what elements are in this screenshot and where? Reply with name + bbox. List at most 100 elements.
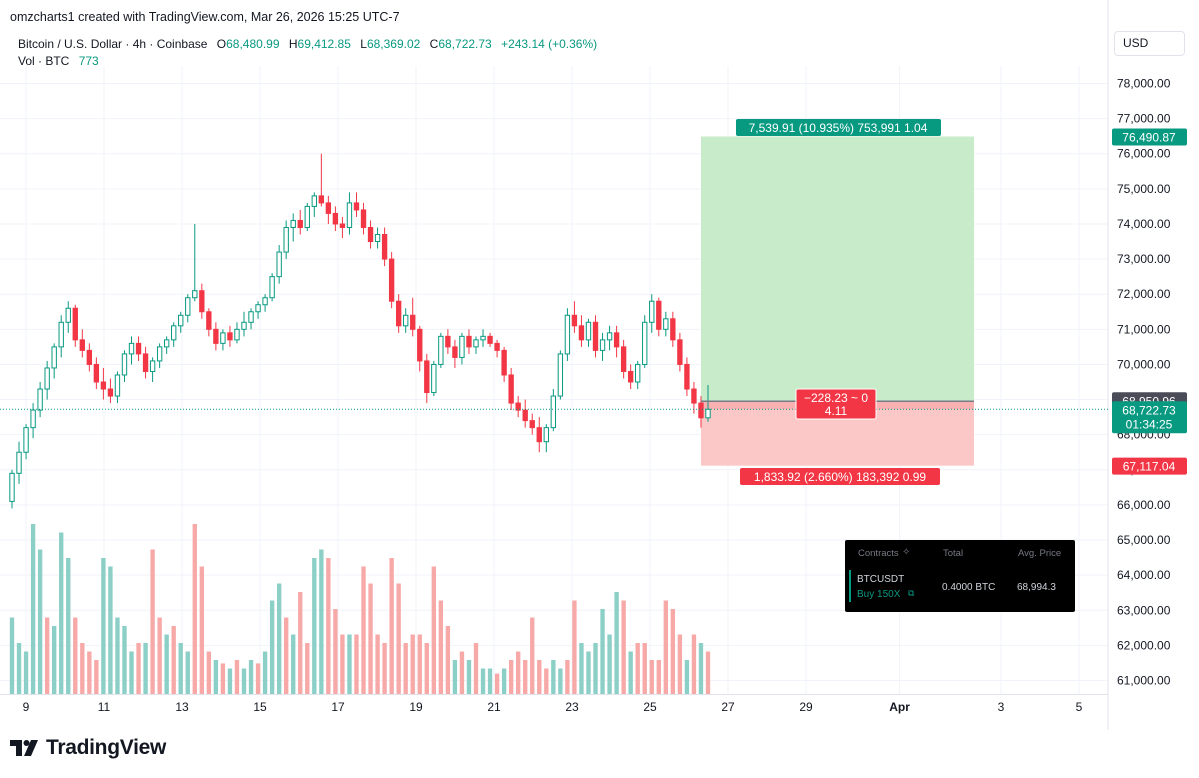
x-tick-label: 13 <box>175 700 189 714</box>
symbol-title[interactable]: Bitcoin / U.S. Dollar · 4h · Coinbase <box>18 37 208 51</box>
candle-body <box>374 234 381 243</box>
open-pl-box <box>796 389 876 419</box>
candle-body <box>487 335 493 344</box>
legend-main: Bitcoin / U.S. Dollar · 4h · Coinbase O6… <box>18 37 597 51</box>
y-tick-label: 66,000.00 <box>1117 498 1171 512</box>
high-label: H <box>288 37 298 51</box>
candle-body <box>58 321 64 348</box>
volume-bar <box>375 634 380 694</box>
volume-bar <box>150 549 155 694</box>
candle-body <box>663 318 669 330</box>
currency-button[interactable]: USD <box>1114 31 1185 56</box>
volume-bar <box>466 660 472 694</box>
x-tick-label: 11 <box>98 700 111 714</box>
candle-body <box>9 472 15 502</box>
candle-body <box>121 353 128 376</box>
volume-bar <box>178 643 183 694</box>
volume-bar <box>558 668 563 694</box>
candle-body <box>135 342 142 355</box>
candle-body <box>213 328 219 344</box>
candle-body <box>381 234 388 260</box>
bar-countdown-label: 01:34:25 <box>1126 417 1173 431</box>
candle-body <box>501 349 507 376</box>
volume-bar <box>59 532 64 694</box>
volume-bar <box>122 626 127 694</box>
volume-bar <box>417 634 422 694</box>
volume-bar <box>600 609 605 694</box>
candle-body <box>192 290 198 299</box>
pin-icon[interactable]: ✧ <box>902 547 911 558</box>
time-axis: 9 11 13 15 17 19 21 23 25 27 29 Apr 3 5 <box>23 700 1083 714</box>
candle-body <box>142 353 149 372</box>
volume-bar <box>537 660 542 694</box>
y-tick-label: 77,000.00 <box>1117 112 1171 126</box>
candle-body <box>86 349 93 365</box>
candle-body <box>452 346 458 358</box>
volume-bar <box>586 651 591 694</box>
volume-bar <box>115 617 120 694</box>
volume-bar <box>44 617 50 694</box>
volume-bar <box>516 651 521 694</box>
positions-panel: Contracts ✧ Total Avg. Price BTCUSDT Buy… <box>845 540 1075 612</box>
volume-bar <box>37 549 43 694</box>
candle-body <box>698 402 704 419</box>
candle-body <box>529 420 535 429</box>
position-avg-price: 68,994.3 <box>1017 582 1056 593</box>
y-tick-label: 75,000.00 <box>1117 182 1171 196</box>
position-symbol[interactable]: BTCUSDT <box>857 574 905 585</box>
candle-body <box>248 311 254 323</box>
y-tick-label: 62,000.00 <box>1117 638 1171 652</box>
candle-body <box>508 374 514 404</box>
x-tick-label: 23 <box>565 700 579 714</box>
x-tick-label: 21 <box>487 700 501 714</box>
candle-body <box>642 321 648 365</box>
candle-body <box>276 251 282 278</box>
candle-body <box>606 332 613 341</box>
candle-body <box>613 332 620 348</box>
candle-body <box>515 402 521 411</box>
volume-bar <box>480 668 486 694</box>
col-header-total: Total <box>943 548 964 559</box>
edit-icon[interactable]: ⧉ <box>908 588 915 598</box>
y-tick-label: 64,000.00 <box>1117 568 1171 582</box>
x-tick-label: 5 <box>1076 700 1083 714</box>
volume-label[interactable]: Vol · BTC <box>18 54 70 68</box>
candle-body <box>156 346 163 362</box>
volume-bar <box>326 558 331 694</box>
candle-body <box>227 332 233 341</box>
candle-body <box>346 202 353 228</box>
candle-body <box>163 339 170 348</box>
volume-bar <box>354 634 359 694</box>
candle-body <box>424 360 430 394</box>
volume-bar <box>129 651 134 694</box>
volume-bar <box>445 626 451 694</box>
candle-body <box>220 332 226 344</box>
candle-body <box>627 370 634 383</box>
volume-bar <box>705 651 711 694</box>
x-tick-label: 19 <box>409 700 423 714</box>
volume-bar <box>487 668 493 694</box>
volume-bar <box>333 609 338 694</box>
change-value: +243.14 (+0.36%) <box>501 37 598 51</box>
candle-body <box>93 363 100 383</box>
candle-body <box>410 314 416 330</box>
created-by-text: omzcharts1 created with TradingView.com,… <box>10 10 400 24</box>
volume-bar <box>248 660 254 694</box>
candle-body <box>649 300 655 323</box>
volume-bar <box>508 660 514 694</box>
x-tick-label: 25 <box>643 700 657 714</box>
volume-bar <box>501 668 507 694</box>
y-tick-label: 71,000.00 <box>1117 322 1171 336</box>
volume-bar <box>438 600 444 694</box>
tradingview-logo[interactable]: TradingView <box>10 736 166 760</box>
open-pl-box-border <box>795 388 877 420</box>
position-tags: 7,539.91 (10.935%) 753,991 1.04 1,833.92 … <box>736 119 1187 485</box>
volume-bar <box>234 660 240 694</box>
candle-body <box>16 451 22 474</box>
volume-bar <box>213 660 219 694</box>
candle-body <box>536 427 542 443</box>
candle-body <box>557 353 564 397</box>
candle-body <box>30 409 36 429</box>
volume-bar <box>312 558 317 694</box>
